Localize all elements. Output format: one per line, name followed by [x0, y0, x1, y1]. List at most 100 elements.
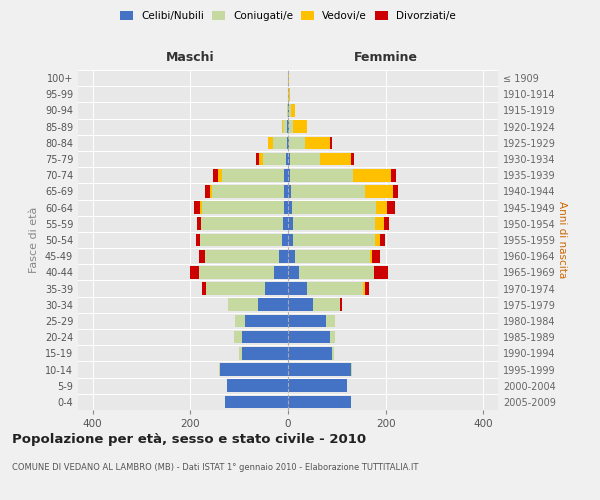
Text: Maschi: Maschi	[166, 50, 215, 64]
Bar	[283, 120, 287, 133]
Bar	[288, 234, 293, 246]
Bar	[288, 136, 289, 149]
Text: Popolazione per età, sesso e stato civile - 2010: Popolazione per età, sesso e stato civil…	[12, 432, 366, 446]
Bar	[284, 185, 288, 198]
Bar	[229, 298, 258, 311]
Bar	[227, 380, 288, 392]
Bar	[288, 331, 329, 344]
Bar	[329, 331, 335, 344]
Bar	[288, 347, 332, 360]
Bar	[288, 88, 289, 101]
Bar	[289, 88, 290, 101]
Bar	[293, 234, 375, 246]
Bar	[288, 104, 289, 117]
Bar	[199, 250, 205, 262]
Text: COMUNE DI VEDANO AL LAMBRO (MB) - Dati ISTAT 1° gennaio 2010 - Elaborazione TUTT: COMUNE DI VEDANO AL LAMBRO (MB) - Dati I…	[12, 462, 418, 471]
Bar	[286, 152, 288, 166]
Bar	[196, 234, 200, 246]
Bar	[376, 202, 386, 214]
Bar	[365, 282, 368, 295]
Y-axis label: Anni di nascita: Anni di nascita	[557, 202, 567, 278]
Bar	[218, 363, 220, 376]
Bar	[288, 250, 295, 262]
Bar	[212, 185, 284, 198]
Bar	[288, 298, 313, 311]
Bar	[307, 282, 363, 295]
Bar	[363, 282, 365, 295]
Bar	[288, 380, 347, 392]
Bar	[305, 136, 330, 149]
Bar	[288, 169, 290, 181]
Bar	[326, 314, 335, 328]
Bar	[289, 120, 293, 133]
Bar	[289, 104, 291, 117]
Bar	[380, 234, 385, 246]
Bar	[288, 120, 289, 133]
Bar	[206, 282, 265, 295]
Y-axis label: Fasce di età: Fasce di età	[29, 207, 39, 273]
Bar	[234, 331, 242, 344]
Bar	[235, 314, 245, 328]
Bar	[293, 218, 375, 230]
Bar	[202, 202, 284, 214]
Bar	[268, 136, 274, 149]
Bar	[210, 185, 212, 198]
Bar	[353, 169, 391, 181]
Bar	[288, 363, 352, 376]
Bar	[374, 266, 388, 278]
Bar	[194, 202, 200, 214]
Bar	[330, 136, 332, 149]
Bar	[284, 169, 288, 181]
Bar	[190, 266, 199, 278]
Bar	[281, 120, 283, 133]
Bar	[239, 347, 242, 360]
Bar	[365, 185, 394, 198]
Bar	[313, 298, 340, 311]
Bar	[274, 136, 287, 149]
Bar	[245, 314, 288, 328]
Bar	[274, 266, 288, 278]
Bar	[284, 202, 288, 214]
Bar	[290, 169, 353, 181]
Bar	[287, 104, 288, 117]
Bar	[375, 234, 380, 246]
Bar	[259, 152, 263, 166]
Bar	[202, 282, 206, 295]
Bar	[205, 185, 210, 198]
Bar	[289, 136, 305, 149]
Bar	[288, 266, 299, 278]
Bar	[200, 234, 282, 246]
Bar	[288, 185, 291, 198]
Bar	[283, 218, 288, 230]
Bar	[218, 169, 221, 181]
Bar	[279, 250, 288, 262]
Bar	[288, 314, 326, 328]
Bar	[224, 396, 288, 408]
Bar	[288, 396, 352, 408]
Bar	[242, 331, 288, 344]
Bar	[292, 202, 376, 214]
Bar	[265, 282, 288, 295]
Bar	[201, 218, 283, 230]
Bar	[263, 152, 286, 166]
Bar	[288, 282, 307, 295]
Bar	[288, 202, 292, 214]
Bar	[332, 347, 334, 360]
Bar	[370, 250, 371, 262]
Bar	[394, 185, 398, 198]
Bar	[288, 152, 290, 166]
Bar	[291, 104, 295, 117]
Bar	[340, 298, 342, 311]
Bar	[350, 152, 355, 166]
Bar	[258, 298, 288, 311]
Bar	[290, 152, 320, 166]
Bar	[295, 250, 370, 262]
Bar	[213, 169, 218, 181]
Bar	[288, 218, 293, 230]
Bar	[282, 234, 288, 246]
Bar	[293, 120, 307, 133]
Bar	[200, 202, 202, 214]
Bar	[242, 347, 288, 360]
Bar	[384, 218, 389, 230]
Bar	[288, 72, 289, 85]
